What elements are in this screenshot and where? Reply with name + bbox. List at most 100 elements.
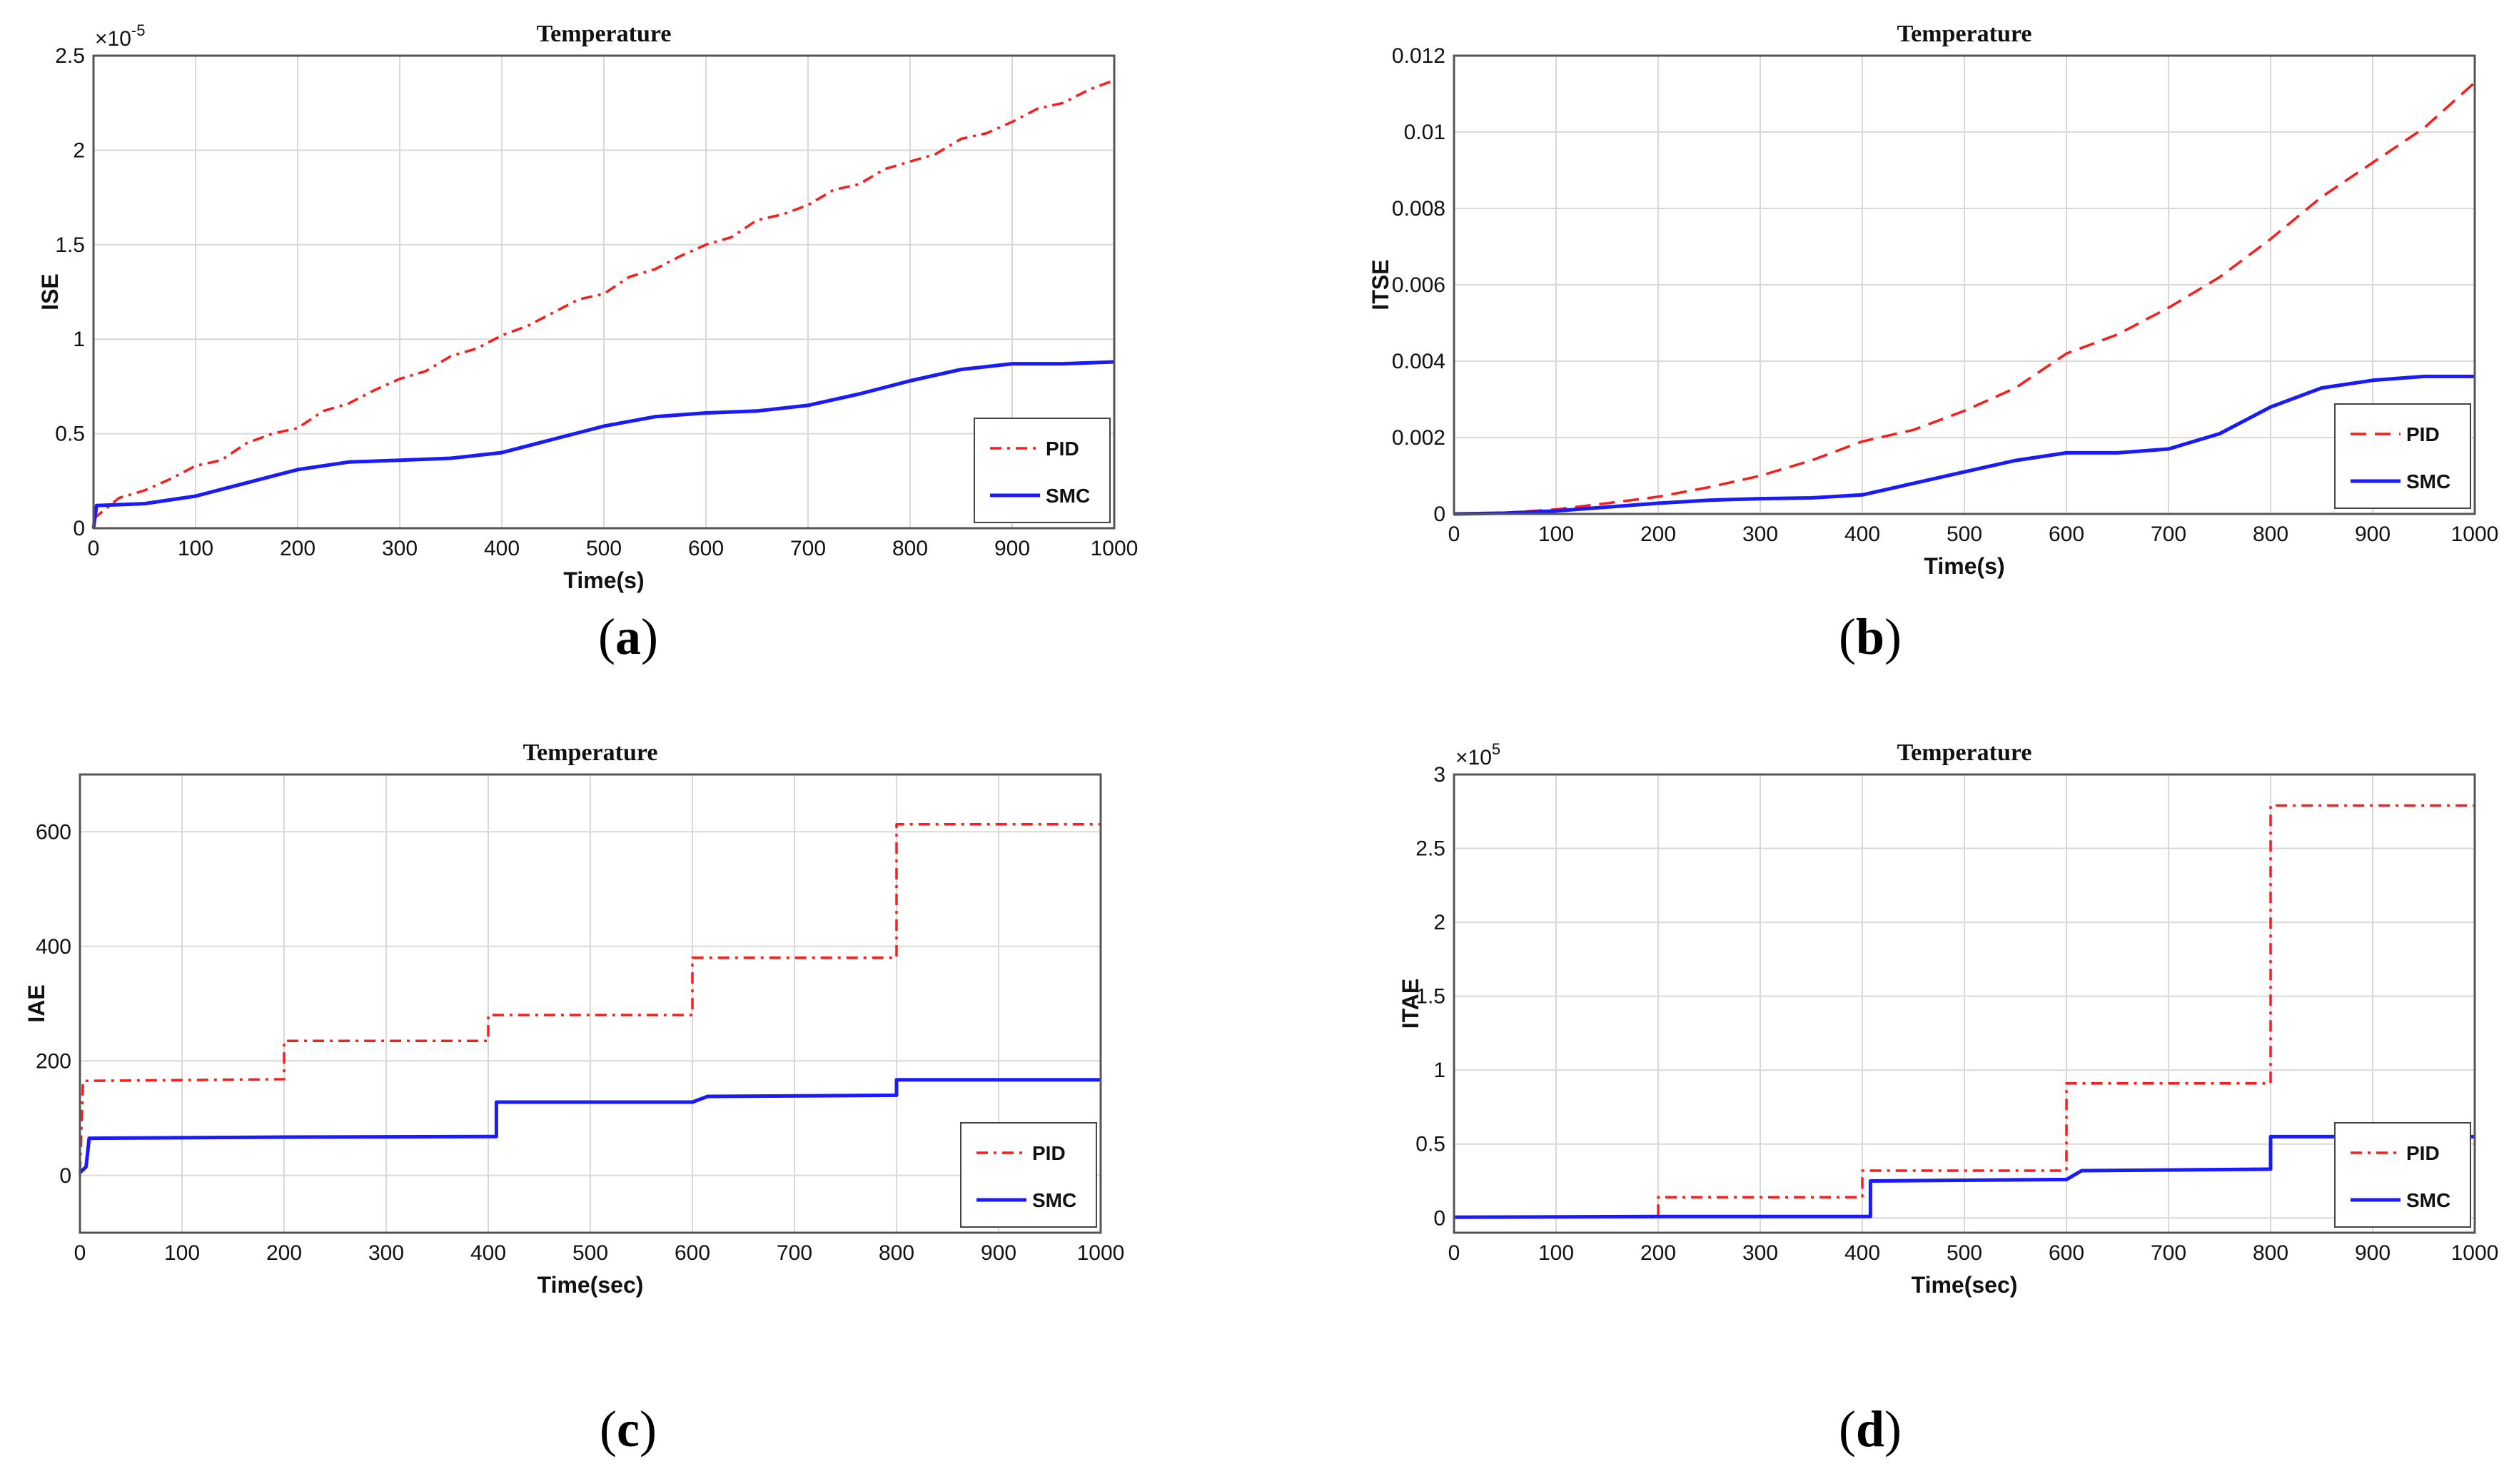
legend-box	[960, 1122, 1097, 1228]
x-tick-label: 700	[2151, 523, 2186, 546]
series-line-pid	[79, 823, 1101, 1173]
x-tick-label: 500	[572, 1241, 608, 1265]
chart-c: 0 100 200 300 400 500 600 700 800 900 1000 0 200 400 6…	[24, 740, 1124, 1298]
legend-label-pid: PID	[1032, 1142, 1066, 1164]
caption-a: (a)	[598, 608, 658, 665]
x-tick-label: 500	[1947, 1241, 1982, 1265]
y-tick-label: 0.006	[1392, 273, 1445, 297]
legend-label-smc: SMC	[1032, 1189, 1076, 1211]
y-tick-label: 3	[1433, 763, 1445, 787]
x-tick-label: 1000	[2451, 1241, 2499, 1265]
y-tick-label: 0.004	[1392, 350, 1445, 373]
x-tick-label: 0	[88, 537, 100, 560]
axes-frame	[92, 54, 1116, 530]
y-tick-label: 1	[1433, 1059, 1445, 1082]
x-tick-label: 1000	[2451, 523, 2499, 546]
chart-title: Temperature	[523, 740, 658, 766]
caption-d: (d)	[1839, 1400, 1902, 1458]
x-tick-label: 400	[484, 537, 520, 560]
x-tick-label: 300	[1742, 1241, 1778, 1265]
x-tick-label: 800	[879, 1241, 914, 1265]
x-tick-label: 700	[790, 537, 826, 560]
x-tick-label: 500	[586, 537, 622, 560]
x-tick-label: 100	[164, 1241, 200, 1265]
legend-box	[2334, 403, 2471, 509]
y-tick-label: 0.01	[1404, 121, 1445, 144]
x-tick-label: 400	[470, 1241, 506, 1265]
x-axis-label: Time(s)	[563, 567, 644, 593]
chart-d: 0 100 200 300 400 500 600 700 800 900 1000 0 0.5 1 1.5…	[1398, 740, 2498, 1298]
y-tick-label: 0	[59, 1164, 71, 1188]
series-line-smc	[91, 360, 1115, 529]
legend-label-pid: PID	[2406, 423, 2440, 445]
y-axis-label: ISE	[37, 273, 63, 311]
x-tick-label: 900	[994, 537, 1030, 560]
x-axis-label: Time(sec)	[537, 1272, 644, 1298]
series-line-smc	[1453, 1134, 2475, 1219]
chart-title: Temperature	[537, 21, 672, 47]
x-tick-label: 1000	[1077, 1241, 1125, 1265]
y-exponent-label: ×105	[1455, 740, 1500, 769]
x-tick-label: 0	[1448, 523, 1460, 546]
x-axis-label: Time(s)	[1924, 553, 2004, 579]
x-tick-label: 600	[2049, 1241, 2084, 1265]
axes-frame	[1453, 773, 2476, 1234]
y-tick-label: 2	[73, 138, 85, 162]
y-tick-label: 2	[1433, 911, 1445, 934]
y-tick-label: 0.002	[1392, 426, 1445, 450]
series-line-smc	[79, 1078, 1101, 1174]
x-tick-label: 500	[1947, 523, 1982, 546]
series-line-pid	[92, 79, 1115, 520]
chart-b: 0 100 200 300 400 500 600 700 800 900 1000 0 0.002 0.…	[1368, 21, 2498, 579]
y-tick-label: 0.008	[1392, 197, 1445, 221]
y-tick-label: 0	[1433, 503, 1445, 526]
x-tick-label: 900	[981, 1241, 1016, 1265]
x-tick-label: 100	[1538, 1241, 1574, 1265]
legend-label-smc: SMC	[2406, 470, 2450, 493]
x-tick-label: 600	[2049, 523, 2084, 546]
y-tick-label: 0.5	[1415, 1133, 1445, 1156]
legend-box	[974, 418, 1111, 523]
x-tick-label: 0	[1448, 1241, 1460, 1265]
x-tick-label: 800	[892, 537, 928, 560]
x-tick-label: 300	[368, 1241, 404, 1265]
series-line-pid	[1454, 804, 2475, 1219]
axes-frame	[79, 773, 1102, 1234]
y-axis-label: IAE	[24, 984, 49, 1022]
x-tick-label: 600	[675, 1241, 710, 1265]
y-axis-label: ITSE	[1368, 259, 1393, 310]
y-tick-label: 600	[36, 820, 71, 844]
x-tick-label: 900	[2355, 1241, 2391, 1265]
x-tick-label: 600	[688, 537, 724, 560]
x-tick-label: 200	[1640, 523, 1676, 546]
y-axis-label: ITAE	[1398, 979, 1423, 1029]
x-tick-label: 300	[382, 537, 418, 560]
legend-label-pid: PID	[2406, 1142, 2440, 1164]
y-tick-label: 0	[1433, 1206, 1445, 1230]
legend-box	[2334, 1122, 2471, 1228]
series-line-pid	[1453, 81, 2476, 515]
legend-label-smc: SMC	[2406, 1189, 2450, 1211]
x-tick-label: 700	[2151, 1241, 2186, 1265]
y-exponent-label: ×10-5	[95, 21, 145, 51]
axes-frame	[1453, 54, 2476, 515]
x-tick-label: 1000	[1091, 537, 1139, 560]
x-tick-label: 700	[777, 1241, 812, 1265]
y-tick-label: 1.5	[55, 233, 85, 257]
y-tick-label: 0	[73, 517, 85, 540]
legend-label-pid: PID	[1046, 438, 1079, 460]
chart-a: 0 100 200 300 400 500 600 700 800 900 1000 0 0.5 1 1.5…	[37, 21, 1138, 593]
y-tick-label: 1.5	[1415, 985, 1445, 1009]
x-tick-label: 200	[266, 1241, 302, 1265]
y-tick-label: 2.5	[55, 44, 85, 68]
y-tick-label: 2.5	[1415, 837, 1445, 861]
chart-title: Temperature	[1897, 21, 2032, 47]
x-tick-label: 800	[2253, 1241, 2288, 1265]
y-tick-label: 0.012	[1392, 44, 1445, 68]
x-tick-label: 100	[178, 537, 213, 560]
x-tick-label: 400	[1844, 523, 1880, 546]
y-tick-label: 0.5	[55, 423, 85, 446]
y-tick-label: 200	[36, 1049, 71, 1073]
x-axis-label: Time(sec)	[1912, 1272, 2018, 1298]
